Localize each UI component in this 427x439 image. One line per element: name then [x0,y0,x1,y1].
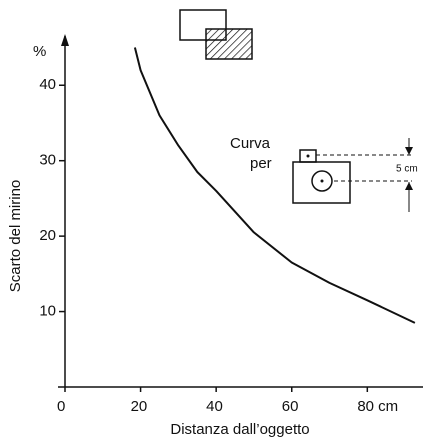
y-axis-label: Scarto del mirino [7,180,24,293]
x-tick-label: 0 [57,398,65,415]
dot [306,154,310,158]
lens [311,170,333,192]
x-tick-label: 60 [282,398,299,415]
frame [179,9,227,41]
x-tick-label: 20 [131,398,148,415]
annotation: 5 cm [396,164,418,175]
y-tick-label: 30 [39,152,56,169]
y-tick-label: 40 [39,76,56,93]
dot [320,179,324,183]
y-tick-label: 10 [39,303,56,320]
y-tick-label: 20 [39,227,56,244]
annotation: per [250,155,272,172]
arrowhead [405,147,413,155]
y-unit: % [33,43,46,60]
annotation: Curva [230,135,271,152]
x-axis-label: Distanza dall’oggetto [170,421,309,438]
curve [133,47,416,324]
arrowhead [61,34,69,46]
camera-body [292,161,351,204]
x-tick-label: 40 [206,398,223,415]
x-tick-label: 80 cm [357,398,398,415]
arrowhead [405,182,413,190]
frame-hatched [205,28,253,60]
